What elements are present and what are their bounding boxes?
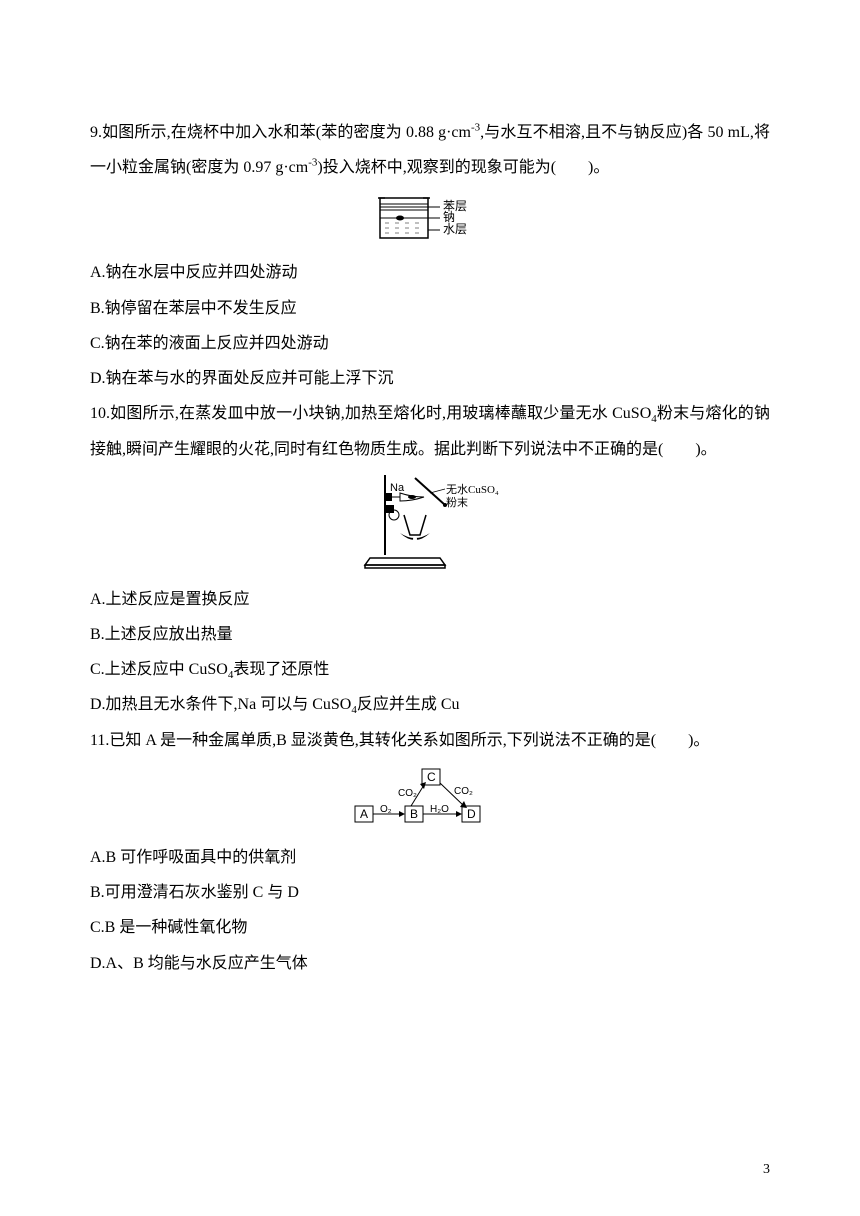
svg-text:Na: Na — [390, 482, 405, 494]
svg-text:A: A — [360, 807, 368, 821]
svg-text:粉末: 粉末 — [446, 495, 468, 509]
q9-sup2: -3 — [308, 157, 317, 169]
q9-text: 9.如图所示,在烧杯中加入水和苯(苯的密度为 0.88 g·cm-3,与水互不相… — [90, 115, 770, 185]
q10-option-a: A.上述反应是置换反应 — [90, 582, 770, 617]
apparatus-icon: Na 无水CuSO₄ 粉末 — [350, 475, 510, 570]
svg-text:O₂: O₂ — [380, 804, 392, 815]
svg-text:CO₂: CO₂ — [398, 788, 417, 799]
svg-text:C: C — [427, 770, 436, 784]
q9-sup1: -3 — [471, 122, 480, 134]
q11-option-b: B.可用澄清石灰水鉴别 C 与 D — [90, 875, 770, 910]
q9-text-part3: )投入烧杯中,观察到的现象可能为( )。 — [317, 159, 609, 176]
q10-option-b: B.上述反应放出热量 — [90, 617, 770, 652]
q11-option-d: D.A、B 均能与水反应产生气体 — [90, 946, 770, 981]
q11-option-a: A.B 可作呼吸面具中的供氧剂 — [90, 840, 770, 875]
beaker-icon: 苯层 钠 水层 — [375, 193, 485, 243]
q9-option-b: B.钠停留在苯层中不发生反应 — [90, 291, 770, 326]
svg-text:水层: 水层 — [443, 222, 467, 236]
svg-text:CO₂: CO₂ — [454, 786, 473, 797]
q10-text: 10.如图所示,在蒸发皿中放一小块钠,加热至熔化时,用玻璃棒蘸取少量无水 CuS… — [90, 396, 770, 467]
svg-text:D: D — [467, 807, 476, 821]
diagram-icon: C A B D O₂ H₂O CO₂ CO₂ — [350, 766, 510, 828]
svg-text:H₂O: H₂O — [430, 804, 449, 815]
q11-text: 11.已知 A 是一种金属单质,B 显淡黄色,其转化关系如图所示,下列说法不正确… — [90, 723, 770, 758]
q9-text-part1: 9.如图所示,在烧杯中加入水和苯(苯的密度为 0.88 g·cm — [90, 124, 471, 141]
q10-option-c: C.上述反应中 CuSO4表现了还原性 — [90, 652, 770, 687]
q11-option-c: C.B 是一种碱性氧化物 — [90, 910, 770, 945]
q9-option-a: A.钠在水层中反应并四处游动 — [90, 255, 770, 290]
svg-text:无水CuSO₄: 无水CuSO₄ — [446, 483, 499, 496]
q10-text-part1: 10.如图所示,在蒸发皿中放一小块钠,加热至熔化时,用玻璃棒蘸取少量无水 CuS… — [90, 405, 651, 422]
q11-figure: C A B D O₂ H₂O CO₂ CO₂ — [90, 766, 770, 832]
svg-text:B: B — [410, 807, 418, 821]
q10-option-d: D.加热且无水条件下,Na 可以与 CuSO4反应并生成 Cu — [90, 687, 770, 722]
q9-option-d: D.钠在苯与水的界面处反应并可能上浮下沉 — [90, 361, 770, 396]
q10-figure: Na 无水CuSO₄ 粉末 — [90, 475, 770, 574]
q9-figure: 苯层 钠 水层 — [90, 193, 770, 247]
q9-option-c: C.钠在苯的液面上反应并四处游动 — [90, 326, 770, 361]
page-number: 3 — [763, 1155, 770, 1186]
